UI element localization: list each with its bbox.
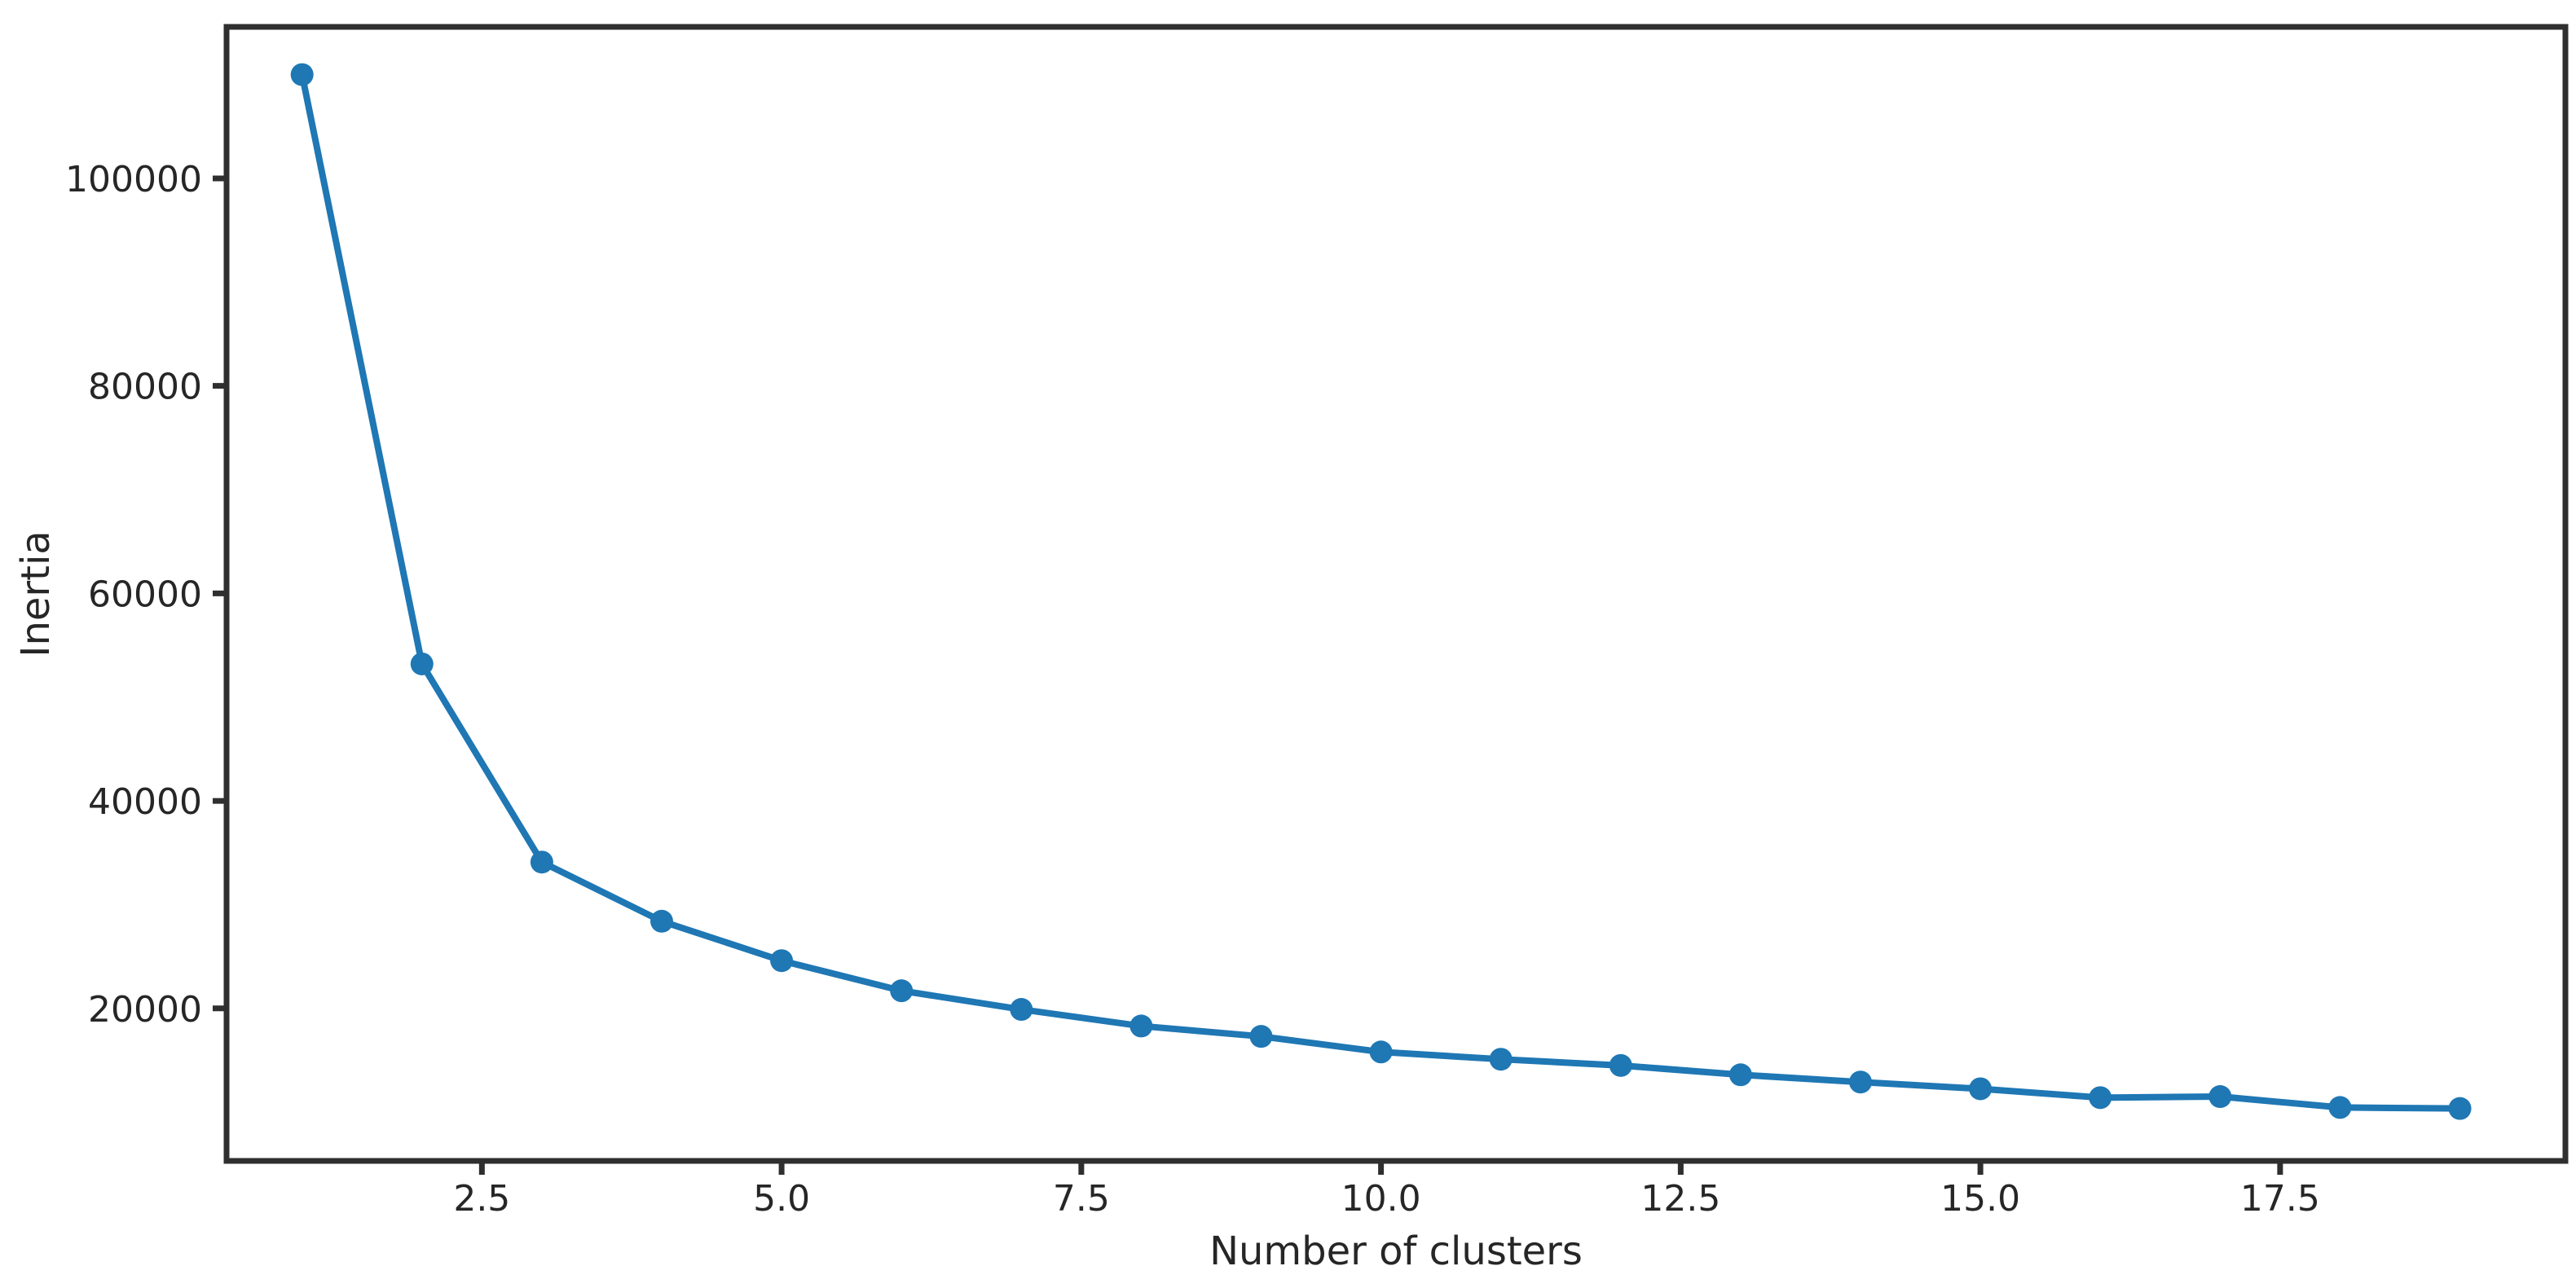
y-tick-label: 20000 bbox=[88, 989, 202, 1031]
data-point bbox=[410, 652, 434, 675]
data-point bbox=[1609, 1053, 1632, 1077]
x-tick-label: 5.0 bbox=[753, 1178, 810, 1220]
y-axis-label: Inertia bbox=[13, 530, 59, 657]
data-point bbox=[290, 63, 314, 86]
data-point bbox=[530, 851, 553, 874]
data-point bbox=[2208, 1085, 2232, 1109]
x-tick-label: 15.0 bbox=[1940, 1178, 2020, 1220]
plot-area-border bbox=[223, 24, 2569, 1164]
data-point bbox=[770, 949, 794, 973]
x-tick-label: 7.5 bbox=[1053, 1178, 1110, 1220]
x-tick-label: 2.5 bbox=[453, 1178, 510, 1220]
data-point bbox=[1129, 1014, 1153, 1038]
data-point bbox=[1849, 1070, 1873, 1094]
data-point bbox=[1728, 1063, 1752, 1087]
data-point bbox=[650, 909, 673, 933]
x-tick-label: 17.5 bbox=[2240, 1178, 2320, 1220]
series-line bbox=[298, 71, 2464, 1112]
x-tick-label: 10.0 bbox=[1341, 1178, 1421, 1220]
data-point bbox=[1369, 1040, 1393, 1064]
plot-content: 20000 40000 60000 80000 100000 2.5 5.0 7.5 10.0 1… bbox=[65, 24, 2569, 1220]
data-point bbox=[1249, 1025, 1273, 1048]
data-point bbox=[1969, 1077, 1993, 1101]
x-tick-label: 12.5 bbox=[1640, 1178, 1720, 1220]
y-tick-label: 100000 bbox=[65, 159, 202, 200]
x-axis-label: Number of clusters bbox=[1209, 1229, 1583, 1274]
data-point bbox=[890, 979, 914, 1003]
data-point bbox=[2089, 1086, 2112, 1110]
data-point bbox=[2328, 1096, 2352, 1119]
y-tick-label: 40000 bbox=[88, 781, 202, 823]
data-point bbox=[2448, 1097, 2472, 1120]
data-point bbox=[1489, 1048, 1513, 1071]
y-tick-label: 60000 bbox=[88, 574, 202, 615]
y-tick-label: 80000 bbox=[88, 367, 202, 408]
data-point bbox=[1010, 998, 1033, 1022]
